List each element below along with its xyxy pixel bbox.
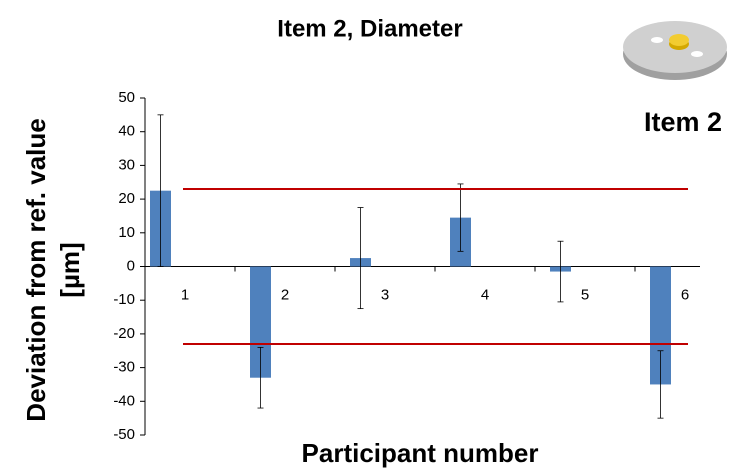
x-axis-title: Participant number: [302, 438, 539, 468]
error-bar: [557, 240, 564, 303]
error-bar: [657, 350, 664, 419]
error-bar: [357, 207, 364, 310]
item-icon: [623, 21, 727, 80]
chart-title: Item 2, Diameter: [277, 15, 462, 42]
y-axis-title: [µm]: [55, 242, 85, 297]
item-label: Item 2: [644, 107, 722, 137]
y-tick-label: 20: [118, 190, 135, 207]
error-bar: [257, 346, 264, 409]
y-tick-label: 0: [127, 257, 135, 274]
x-tick-label: 3: [381, 286, 389, 303]
y-axis-title: Deviation from ref. value: [21, 118, 51, 421]
y-tick-label: -10: [113, 291, 135, 308]
x-tick-label: 2: [281, 286, 289, 303]
y-tick-label: 40: [118, 123, 135, 140]
y-tick-label: -50: [113, 426, 135, 443]
bar: [250, 266, 271, 378]
y-tick-label: 50: [118, 89, 135, 106]
x-tick-label: 5: [581, 286, 589, 303]
y-tick-label: -20: [113, 325, 135, 342]
error-bar: [457, 183, 464, 252]
x-tick-label: 6: [681, 286, 689, 303]
y-tick-label: 10: [118, 224, 135, 241]
x-tick-label: 4: [481, 286, 489, 303]
x-tick-label: 1: [181, 286, 189, 303]
error-bar: [157, 114, 164, 267]
y-tick-label: 30: [118, 156, 135, 173]
y-tick-label: -30: [113, 359, 135, 376]
bar: [650, 266, 671, 385]
y-tick-label: -40: [113, 392, 135, 409]
